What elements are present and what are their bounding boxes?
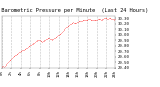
Text: Milwaukee  Barometric Pressure per Minute  (Last 24 Hours): Milwaukee Barometric Pressure per Minute… — [0, 8, 148, 13]
